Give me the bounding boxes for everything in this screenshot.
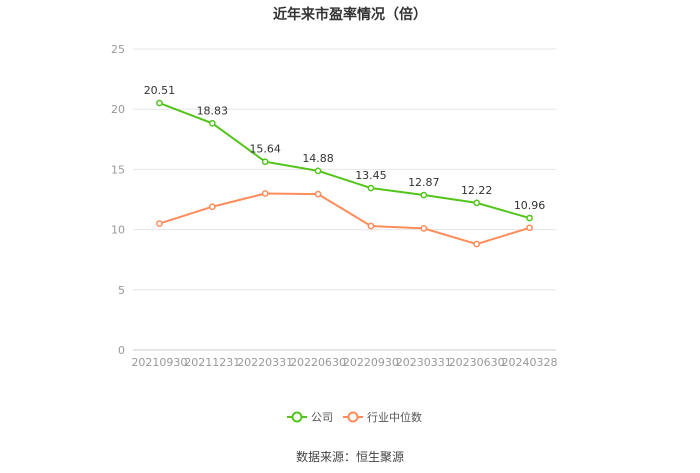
y-tick-label: 5 xyxy=(118,284,125,297)
x-tick-label: 20230331 xyxy=(396,356,452,369)
industry-series-line xyxy=(159,192,530,246)
company-data-point xyxy=(473,199,481,207)
x-tick-label: 20220630 xyxy=(290,356,346,369)
legend-industry-marker xyxy=(347,411,359,423)
company-data-label: 14.88 xyxy=(302,152,334,165)
company-data-point xyxy=(420,191,428,199)
industry-data-point xyxy=(261,190,269,197)
industry-data-point xyxy=(473,240,481,248)
company-data-label: 12.22 xyxy=(461,184,493,197)
company-series-line xyxy=(159,102,530,220)
company-data-label: 10.96 xyxy=(514,199,546,212)
company-data-label: 13.45 xyxy=(355,169,387,182)
x-tick-label: 20210930 xyxy=(131,356,187,369)
company-data-point xyxy=(367,184,375,192)
x-tick-label: 20220331 xyxy=(237,356,293,369)
legend-company-marker xyxy=(291,411,303,423)
x-tick-label: 20240328 xyxy=(502,356,558,369)
company-data-point xyxy=(261,158,269,166)
industry-data-point xyxy=(208,203,216,211)
y-tick-label: 0 xyxy=(118,344,125,357)
x-tick-label: 20211231 xyxy=(184,356,240,369)
y-tick-label: 10 xyxy=(111,224,125,237)
company-data-point xyxy=(208,119,216,127)
company-data-label: 15.64 xyxy=(249,143,281,156)
y-tick-label: 20 xyxy=(111,103,125,116)
x-tick-label: 20230630 xyxy=(449,356,505,369)
y-tick-label: 25 xyxy=(111,43,125,56)
company-data-point xyxy=(526,214,533,222)
x-tick-label: 20220930 xyxy=(343,356,399,369)
industry-data-point xyxy=(420,225,428,232)
company-data-label: 18.83 xyxy=(197,104,229,117)
data-source: 数据来源：恒生聚源 xyxy=(295,450,404,464)
legend-company-label: 公司 xyxy=(311,411,333,424)
industry-data-point xyxy=(156,220,163,227)
y-tick-label: 15 xyxy=(111,163,125,176)
industry-data-point xyxy=(314,190,322,198)
industry-data-point xyxy=(367,222,375,230)
company-data-label: 12.87 xyxy=(408,176,440,189)
company-data-point xyxy=(156,99,163,107)
chart-title: 近年来市盈率情况（倍） xyxy=(273,7,427,23)
industry-data-point xyxy=(526,224,533,232)
legend-industry-label: 行业中位数 xyxy=(367,410,422,424)
company-data-point xyxy=(314,167,322,175)
company-data-label: 20.51 xyxy=(144,84,176,97)
